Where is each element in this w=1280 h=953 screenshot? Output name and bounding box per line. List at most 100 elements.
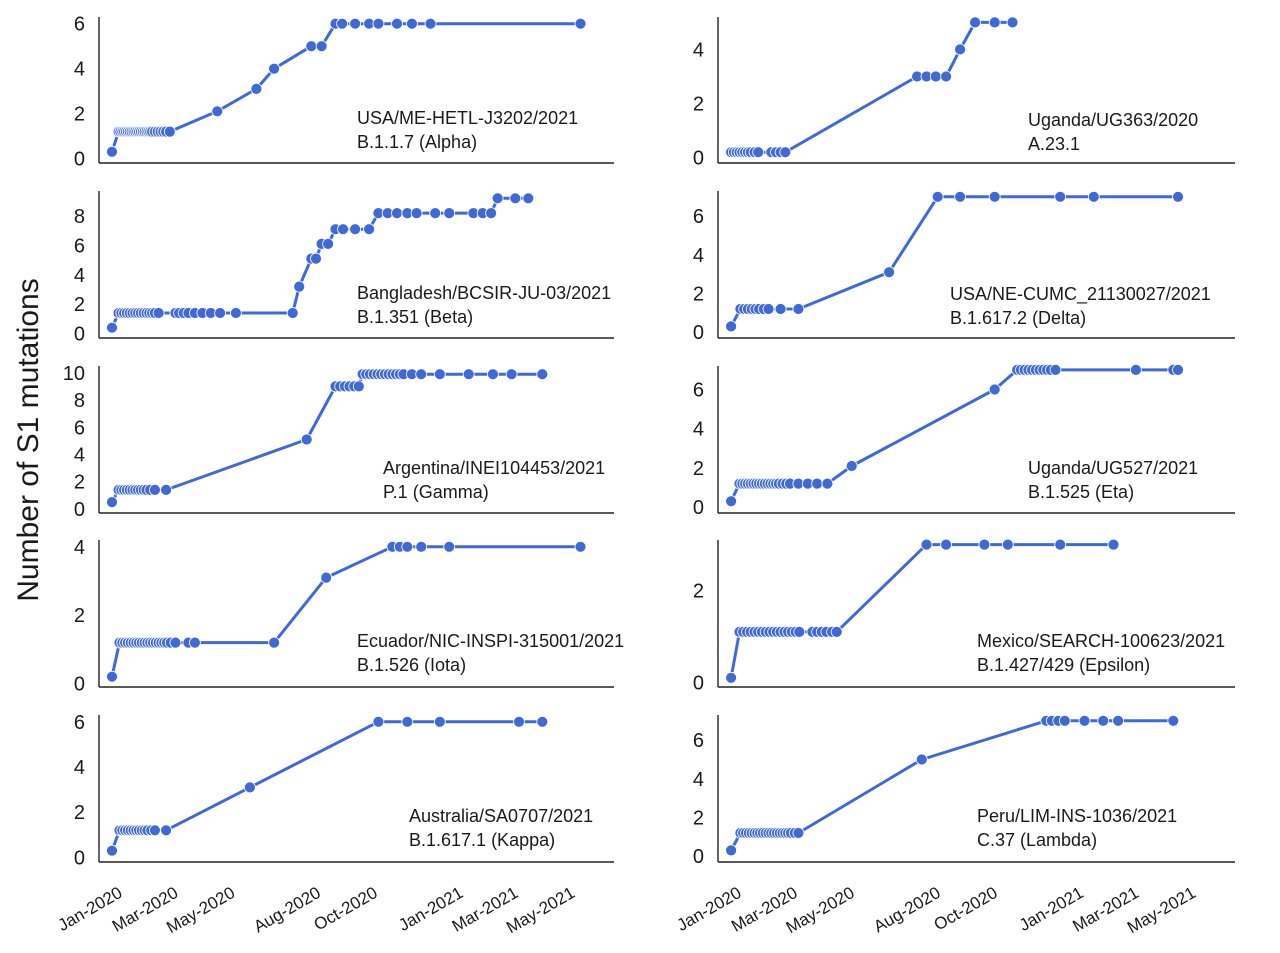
data-point (293, 280, 306, 293)
y-tick-label: 4 (74, 537, 85, 559)
data-point (352, 380, 365, 393)
lineage-label: B.1.427/429 (Epsilon) (977, 655, 1150, 675)
data-point (305, 40, 318, 53)
data-point (315, 40, 328, 53)
y-tick-label: 0 (74, 847, 85, 869)
data-point (1049, 363, 1062, 376)
data-point (401, 715, 414, 728)
y-tick-label: 2 (693, 808, 704, 830)
data-point (536, 368, 549, 381)
panel-1: 0 2 4 6 USA/ME-HETL-J3202/2021 B.1.1.7 (Alpha… (74, 14, 614, 171)
strain-label: Uganda/UG363/2020 (1028, 110, 1198, 130)
y-tick-label: 0 (693, 846, 704, 868)
y-tick-label: 2 (74, 294, 85, 316)
data-point (268, 636, 281, 649)
data-point (954, 43, 966, 56)
y-tick-label: 0 (693, 497, 704, 519)
y-tick-label: 2 (693, 94, 704, 116)
data-point (401, 540, 414, 553)
lineage-label: P.1 (Gamma) (383, 482, 489, 502)
lineage-label: B.1.525 (Eta) (1028, 482, 1134, 502)
data-point (929, 70, 942, 83)
data-point (1107, 538, 1120, 551)
series-line (110, 22, 581, 153)
data-point (462, 368, 475, 381)
data-point (1130, 363, 1142, 376)
data-point (931, 190, 944, 203)
panel-5: 0 2 4 6 8 10 Argentina/INEI104453/2021 P.1 (Gam… (63, 363, 614, 521)
y-tick-label: 6 (74, 417, 85, 439)
data-point (424, 17, 437, 30)
data-point (106, 321, 118, 334)
data-point (574, 540, 587, 553)
strain-label: Argentina/INEI104453/2021 (383, 458, 605, 478)
data-point (433, 368, 446, 381)
data-point (349, 223, 362, 236)
y-tick-label: 2 (693, 284, 704, 306)
y-tick-label: 4 (693, 419, 704, 441)
series-line (110, 545, 581, 678)
y-tick-label: 8 (74, 206, 85, 228)
data-point (536, 715, 549, 728)
data-point (762, 303, 775, 315)
x-tick-label: Aug-2020 (870, 883, 943, 936)
data-point (522, 192, 535, 205)
y-tick-label: 2 (74, 802, 85, 824)
data-point (169, 636, 182, 649)
data-point (779, 146, 792, 159)
data-point (391, 207, 403, 220)
data-point (322, 237, 335, 250)
lineage-label: B.1.351 (Beta) (357, 307, 473, 327)
data-point (513, 715, 525, 728)
data-point (774, 303, 787, 315)
data-point (509, 192, 522, 205)
data-point (725, 320, 737, 333)
y-tick-label: 4 (74, 444, 85, 466)
y-tick-label: 6 (693, 206, 704, 228)
data-point (243, 781, 256, 794)
panel-6: 0 2 4 6 Uganda/UG527/2021 B.1.525 (Eta) (693, 363, 1235, 519)
y-tick-label: 0 (74, 674, 85, 696)
panel-8: 0 2 Mexico/SEARCH-100623/2021 B.1.427/429 (… (693, 538, 1235, 694)
strain-label: Australia/SA0707/2021 (409, 806, 593, 826)
data-point (372, 715, 385, 728)
lineage-label: B.1.617.2 (Delta) (950, 308, 1086, 328)
panel-9: 0 2 4 6 Australia/SA0707/2021 B.1.617.1 (Kapp… (55, 712, 614, 937)
data-point (1054, 190, 1067, 203)
data-point (160, 483, 173, 496)
lineage-label: B.1.617.1 (Kappa) (409, 830, 555, 850)
y-tick-label: 6 (74, 712, 85, 734)
data-point (106, 145, 118, 158)
strain-label: Uganda/UG527/2021 (1028, 458, 1198, 478)
panel-7: 0 2 4 Ecuador/NIC-INSPI-315001/2021 B.1.526 … (74, 537, 624, 696)
data-point (954, 190, 966, 203)
data-point (920, 538, 933, 551)
data-point (1001, 538, 1014, 551)
data-point (106, 670, 118, 683)
data-point (337, 223, 349, 236)
data-point (1097, 714, 1110, 727)
y-tick-label: 6 (693, 730, 704, 752)
y-tick-label: 2 (693, 458, 704, 480)
panel-4: 0 2 4 6 USA/NE-CUMC_21130027/2021 B.1.617.2 (… (693, 190, 1235, 344)
x-tick-label: Oct-2020 (931, 883, 1001, 934)
data-point (300, 433, 313, 446)
data-point (978, 538, 991, 551)
data-point (792, 827, 805, 839)
data-point (1167, 714, 1180, 727)
data-point (883, 266, 895, 279)
data-point (725, 495, 737, 508)
data-point (1054, 538, 1067, 551)
data-point (415, 368, 428, 381)
data-point (349, 17, 362, 30)
y-tick-label: 0 (693, 672, 704, 694)
data-point (415, 540, 428, 553)
y-tick-label: 0 (74, 324, 85, 346)
x-tick-label: Aug-2020 (250, 883, 323, 936)
y-tick-label: 0 (693, 322, 704, 344)
y-tick-label: 8 (74, 390, 85, 412)
data-point (940, 70, 952, 83)
data-point (915, 753, 928, 766)
lineage-label: C.37 (Lambda) (977, 830, 1097, 850)
